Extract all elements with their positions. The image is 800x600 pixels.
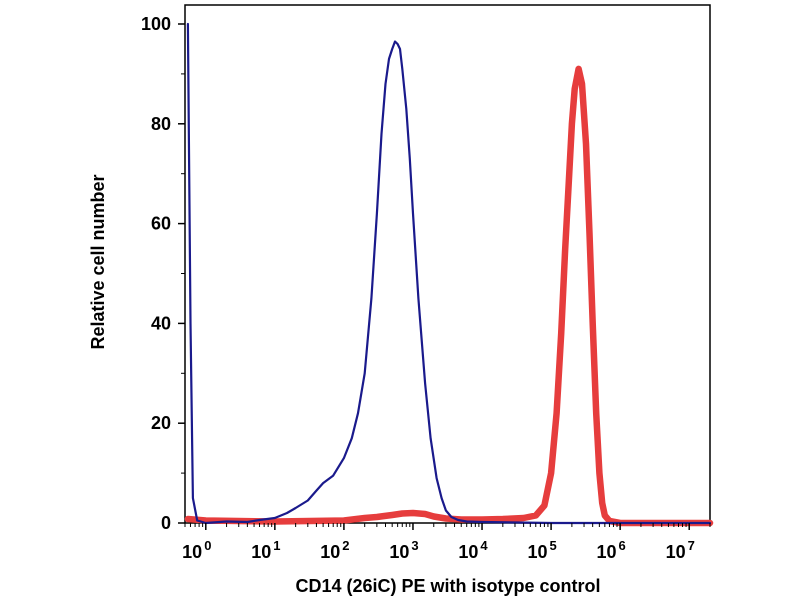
y-tick-label: 100 xyxy=(141,14,171,34)
x-tick-label: 10 2 xyxy=(320,538,349,562)
series-line-2 xyxy=(184,65,714,527)
x-tick-base: 10 xyxy=(251,542,271,562)
x-tick-exponent: 0 xyxy=(204,538,211,553)
x-tick-label: 10 7 xyxy=(666,538,695,562)
y-tick-label: 80 xyxy=(151,114,171,134)
x-tick-base: 10 xyxy=(458,542,478,562)
x-tick-exponent: 2 xyxy=(342,538,349,553)
x-tick-exponent: 6 xyxy=(619,538,626,553)
x-tick-label: 10 6 xyxy=(597,538,626,562)
x-tick-label: 10 1 xyxy=(251,538,280,562)
x-tick-label: 10 0 xyxy=(182,538,211,562)
x-tick-exponent: 4 xyxy=(480,538,488,553)
x-axis: 10 0 10 1 10 2 10 3 10 4 10 5 10 6 10 7 xyxy=(182,523,711,562)
x-tick-base: 10 xyxy=(597,542,617,562)
series-layer xyxy=(184,22,714,527)
x-tick-base: 10 xyxy=(182,542,202,562)
x-tick-base: 10 xyxy=(320,542,340,562)
y-tick-label: 20 xyxy=(151,413,171,433)
x-tick-label: 10 4 xyxy=(458,538,488,562)
x-tick-exponent: 7 xyxy=(688,538,695,553)
x-tick-label: 10 3 xyxy=(389,538,418,562)
y-tick-label: 40 xyxy=(151,313,171,333)
series-line-1 xyxy=(186,22,712,525)
y-axis-title: Relative cell number xyxy=(88,174,108,349)
x-tick-exponent: 1 xyxy=(273,538,280,553)
x-tick-base: 10 xyxy=(389,542,409,562)
x-axis-title: CD14 (26iC) PE with isotype control xyxy=(295,576,600,596)
y-tick-label: 60 xyxy=(151,214,171,234)
plot-border xyxy=(184,4,711,524)
plot-frame xyxy=(184,4,711,524)
x-tick-base: 10 xyxy=(527,542,547,562)
x-tick-exponent: 5 xyxy=(549,538,556,553)
y-tick-label: 0 xyxy=(161,513,171,533)
x-tick-exponent: 3 xyxy=(411,538,418,553)
x-tick-label: 10 5 xyxy=(527,538,556,562)
x-tick-base: 10 xyxy=(666,542,686,562)
y-axis: 0 20 40 60 80 100 xyxy=(141,14,185,533)
